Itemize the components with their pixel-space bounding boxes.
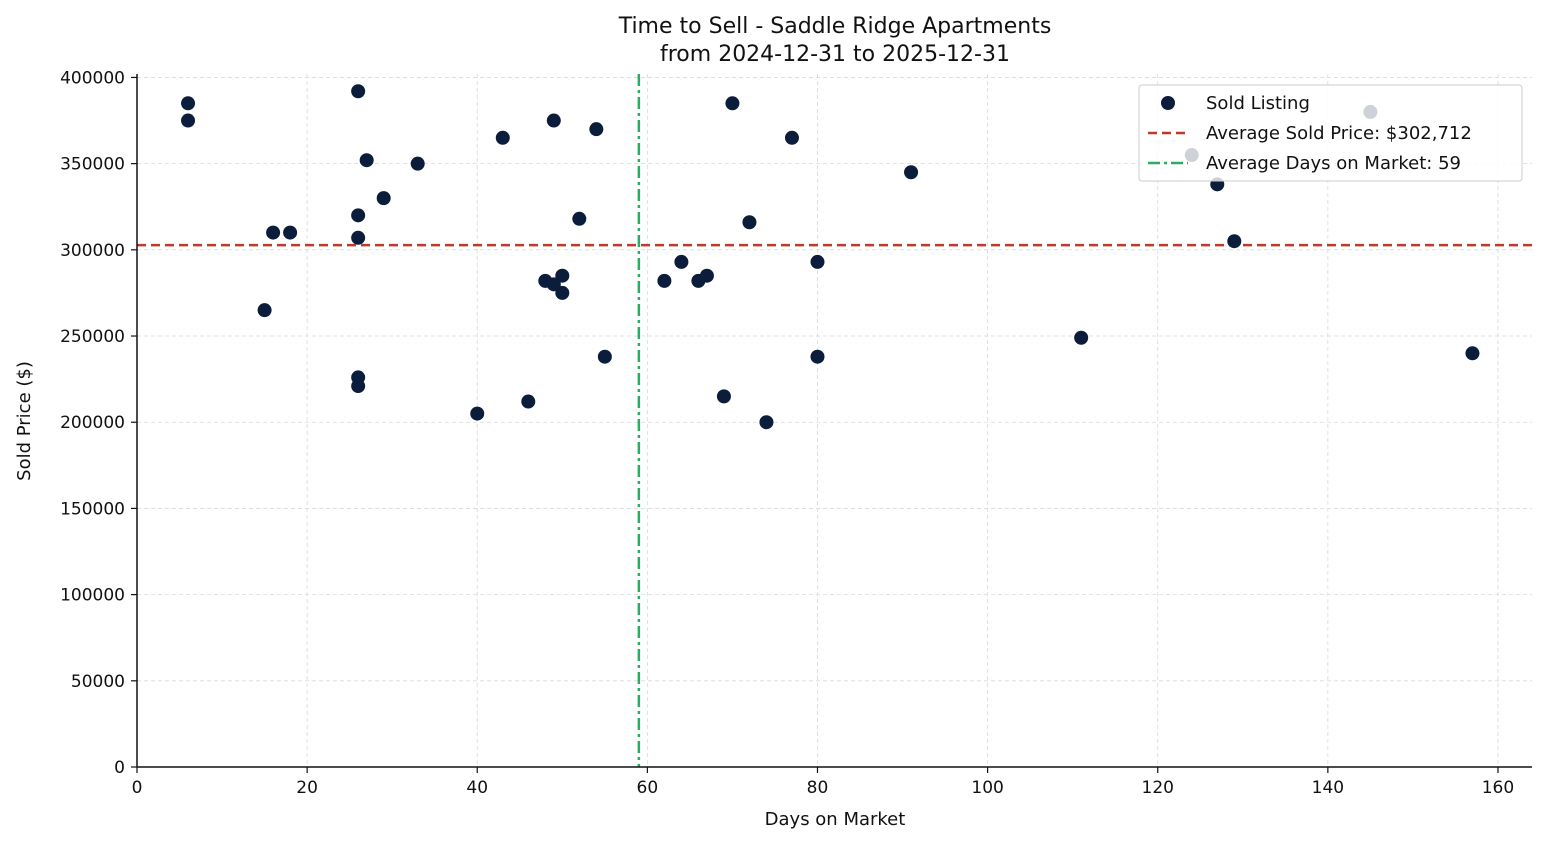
- data-point: [1465, 346, 1480, 361]
- y-tick-label: 300000: [60, 241, 125, 261]
- data-point: [742, 215, 757, 230]
- data-point: [376, 191, 391, 206]
- data-point: [597, 349, 612, 364]
- chart-title-line-1: Time to Sell - Saddle Ridge Apartments: [618, 14, 1052, 39]
- data-point: [674, 254, 689, 269]
- data-point: [810, 349, 825, 364]
- x-tick-label: 40: [466, 778, 488, 798]
- data-point: [283, 225, 298, 240]
- data-point: [351, 379, 366, 394]
- data-point: [495, 130, 510, 145]
- data-point: [759, 415, 774, 430]
- data-point: [546, 277, 561, 292]
- data-point: [572, 211, 587, 226]
- y-tick-label: 50000: [71, 672, 125, 692]
- x-tick-label: 80: [807, 778, 829, 798]
- data-point: [181, 96, 196, 111]
- data-point: [555, 285, 570, 300]
- legend-label-average-price: Average Sold Price: $302,712: [1206, 123, 1472, 144]
- x-tick-label: 100: [971, 778, 1003, 798]
- data-point: [181, 113, 196, 128]
- data-point: [266, 225, 281, 240]
- data-point: [359, 153, 374, 168]
- x-tick-label: 60: [637, 778, 659, 798]
- data-point: [784, 130, 799, 145]
- x-tick-label: 160: [1482, 778, 1514, 798]
- legend-label-sold-listing: Sold Listing: [1206, 93, 1310, 114]
- data-point: [351, 208, 366, 223]
- data-point: [904, 165, 919, 180]
- legend: Sold Listing Average Sold Price: $302,71…: [1138, 84, 1523, 182]
- y-tick-label: 250000: [60, 327, 125, 347]
- data-point: [699, 268, 714, 283]
- x-tick-label: 0: [132, 778, 143, 798]
- y-tick-label: 350000: [60, 155, 125, 175]
- data-points: [181, 84, 1480, 430]
- y-tick-label: 0: [114, 758, 125, 778]
- data-point: [351, 230, 366, 245]
- x-tick-label: 140: [1312, 778, 1344, 798]
- legend-box: [1138, 84, 1523, 182]
- data-point: [716, 389, 731, 404]
- data-point: [470, 406, 485, 421]
- data-point: [810, 254, 825, 269]
- x-tick-label: 120: [1142, 778, 1174, 798]
- data-point: [1227, 234, 1242, 249]
- data-point: [555, 268, 570, 283]
- data-point: [521, 394, 536, 409]
- y-tick-label: 200000: [60, 413, 125, 433]
- axes: [136, 74, 1532, 768]
- y-tick-label: 150000: [60, 499, 125, 519]
- x-axis-label: Days on Market: [765, 809, 906, 830]
- legend-marker-sold-listing: [1161, 96, 1175, 110]
- y-axis-label: Sold Price ($): [14, 361, 35, 481]
- data-point: [725, 96, 740, 111]
- data-point: [589, 122, 604, 137]
- x-tick-label: 20: [296, 778, 318, 798]
- data-point: [1074, 330, 1089, 345]
- data-point: [351, 84, 366, 99]
- legend-label-average-days: Average Days on Market: 59: [1206, 153, 1461, 174]
- ticks: 0 20 40 60 80 100 120 140 160 0 50000 100000 150000 2…: [60, 68, 1514, 798]
- reference-lines: [137, 74, 1532, 767]
- data-point: [410, 156, 425, 171]
- data-point: [546, 113, 561, 128]
- chart-title-line-2: from 2024-12-31 to 2025-12-31: [660, 42, 1010, 67]
- y-tick-label: 100000: [60, 586, 125, 606]
- data-point: [257, 303, 272, 318]
- data-point: [657, 273, 672, 288]
- y-tick-label: 400000: [60, 68, 125, 88]
